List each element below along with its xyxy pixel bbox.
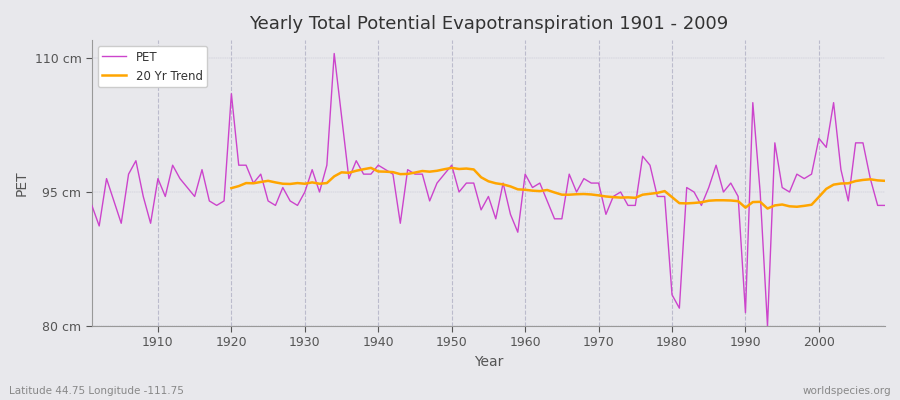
Text: worldspecies.org: worldspecies.org: [803, 386, 891, 396]
PET: [328, 51, 339, 56]
Y-axis label: PET: PET: [15, 170, 29, 196]
PET: [616, 190, 626, 194]
20 Yr Trend: [432, 168, 443, 173]
Text: Latitude 44.75 Longitude -111.75: Latitude 44.75 Longitude -111.75: [9, 386, 184, 396]
PET: [527, 185, 538, 190]
Line: PET: PET: [92, 54, 885, 326]
20 Yr Trend: [799, 204, 810, 208]
20 Yr Trend: [865, 177, 876, 182]
20 Yr Trend: [784, 204, 795, 209]
Line: 20 Yr Trend: 20 Yr Trend: [231, 168, 885, 208]
PET: [145, 221, 156, 226]
PET: [358, 172, 369, 176]
PET: [307, 167, 318, 172]
20 Yr Trend: [314, 181, 325, 186]
PET: [762, 324, 773, 328]
20 Yr Trend: [226, 186, 237, 190]
20 Yr Trend: [762, 206, 773, 211]
PET: [86, 203, 97, 208]
PET: [879, 203, 890, 208]
X-axis label: Year: Year: [473, 355, 503, 369]
Legend: PET, 20 Yr Trend: PET, 20 Yr Trend: [98, 46, 207, 87]
Title: Yearly Total Potential Evapotranspiration 1901 - 2009: Yearly Total Potential Evapotranspiratio…: [248, 15, 728, 33]
PET: [519, 172, 530, 176]
20 Yr Trend: [688, 200, 699, 205]
20 Yr Trend: [879, 178, 890, 183]
20 Yr Trend: [365, 166, 376, 170]
